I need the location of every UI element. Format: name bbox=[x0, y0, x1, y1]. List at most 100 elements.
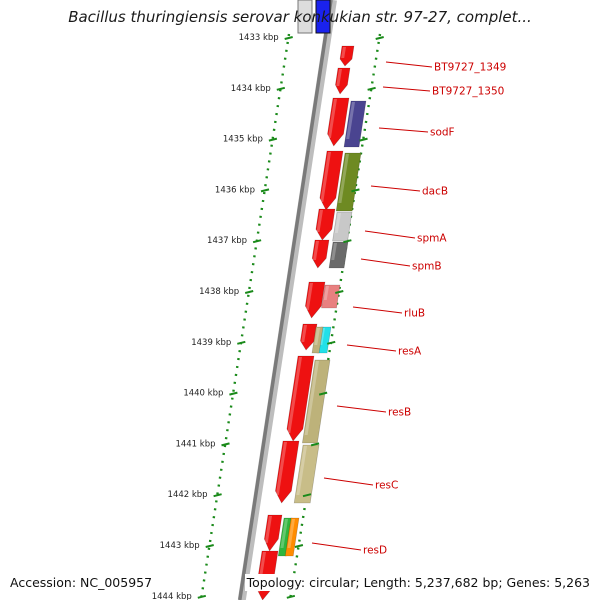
gene-block-rluB-shine bbox=[323, 286, 329, 300]
cds-arrow-6-shine bbox=[312, 241, 319, 260]
scale-tick-left bbox=[284, 36, 293, 40]
cds-arrow-4-shine bbox=[320, 152, 331, 202]
gene-label[interactable]: resD bbox=[363, 545, 387, 557]
gene-label[interactable]: dacB bbox=[422, 186, 448, 198]
gene-leader-line bbox=[336, 405, 387, 413]
gene-label[interactable]: spmA bbox=[417, 233, 447, 245]
scale-tick-label: 1443 kbp bbox=[160, 541, 200, 551]
cds-arrow-6 bbox=[311, 239, 330, 269]
cds-arrow-8-shine bbox=[301, 325, 307, 342]
scale-tick-left bbox=[260, 188, 270, 193]
gene-block-sodF bbox=[343, 100, 367, 148]
scale-tick-right bbox=[351, 188, 360, 193]
gene-block-spmA bbox=[332, 211, 353, 242]
cds-arrow-11-shine bbox=[264, 516, 272, 543]
scale-tick-right bbox=[335, 290, 344, 294]
gene-leader-line bbox=[323, 477, 374, 486]
gene-leader-line bbox=[346, 344, 397, 352]
gene-block-sodF-shine bbox=[346, 102, 355, 139]
gene-block-resD-orange-shine bbox=[287, 519, 295, 548]
cds-arrow-1 bbox=[339, 45, 355, 67]
scale-tick-right bbox=[343, 239, 352, 244]
cds-arrow-11 bbox=[264, 514, 283, 552]
gene-block-resA-left-shine bbox=[314, 328, 320, 345]
gene-block-resB-shine bbox=[304, 361, 319, 435]
gene-label[interactable]: spmB bbox=[412, 261, 442, 273]
map-title: Bacillus thuringiensis serovar konkukian… bbox=[68, 8, 532, 26]
scale-tick-label: 1434 kbp bbox=[231, 84, 271, 94]
scale-tick-label: 1442 kbp bbox=[168, 490, 208, 500]
gene-label[interactable]: rluB bbox=[404, 308, 425, 320]
cds-arrow-1-shine bbox=[341, 47, 346, 58]
scale-tick-right bbox=[375, 36, 384, 40]
cds-arrow-3-shine bbox=[327, 99, 337, 138]
gene-leader-line bbox=[311, 542, 362, 551]
scale-tick-label: 1439 kbp bbox=[191, 338, 231, 348]
gene-label[interactable]: BT9727_1349 bbox=[434, 62, 506, 74]
scale-tick-left bbox=[213, 493, 222, 498]
partial-feature-top-gray bbox=[297, 0, 313, 34]
scale-tick-label: 1435 kbp bbox=[223, 135, 263, 145]
cds-arrow-2 bbox=[335, 67, 351, 95]
gene-leader-line bbox=[364, 230, 416, 239]
scale-tick-label: 1438 kbp bbox=[199, 287, 239, 297]
gene-label[interactable]: resA bbox=[398, 346, 422, 358]
scale-tick-left bbox=[244, 290, 254, 294]
scale-tick-right bbox=[367, 86, 376, 91]
gene-block-rluB bbox=[321, 284, 341, 309]
gene-leader-line bbox=[370, 185, 421, 192]
scale-tick-right bbox=[359, 137, 368, 142]
scale-tick-label: 1444 kbp bbox=[152, 592, 192, 600]
cds-arrow-8 bbox=[300, 323, 318, 351]
cds-arrow-4 bbox=[319, 150, 344, 211]
scale-tick-right bbox=[318, 391, 328, 396]
partial-feature-top-blue bbox=[315, 0, 331, 34]
cds-arrow-10 bbox=[275, 440, 300, 504]
gene-leader-line bbox=[360, 258, 411, 267]
gene-leader-line bbox=[352, 306, 403, 314]
cds-arrow-10-shine bbox=[275, 442, 287, 495]
scale-tick-left bbox=[276, 86, 286, 91]
scale-tick-left bbox=[252, 239, 262, 244]
gene-block-spmA-shine bbox=[334, 213, 341, 233]
gene-label[interactable]: sodF bbox=[430, 127, 455, 139]
sequence-backbone bbox=[238, 0, 333, 600]
scale-tick-label: 1440 kbp bbox=[183, 389, 223, 399]
accession-text: Accession: NC_005957 bbox=[8, 574, 155, 591]
cds-arrow-3 bbox=[327, 97, 350, 147]
cds-arrow-7 bbox=[305, 281, 326, 319]
scale-tick-right bbox=[326, 340, 336, 345]
gene-block-resD-shine bbox=[280, 519, 288, 548]
scale-tick-left bbox=[197, 594, 207, 599]
gene-leader-line bbox=[385, 61, 433, 68]
cds-arrow-5 bbox=[315, 208, 336, 241]
scale-tick-label: 1441 kbp bbox=[175, 439, 215, 449]
cds-arrow-9 bbox=[286, 355, 315, 442]
scale-tick-label: 1436 kbp bbox=[215, 185, 255, 195]
cds-arrow-7-shine bbox=[305, 283, 313, 310]
gene-block-dacB-shine bbox=[338, 154, 349, 203]
gene-block-dacB bbox=[335, 152, 362, 212]
gene-label[interactable]: resB bbox=[388, 407, 411, 419]
scale-tick-label: 1433 kbp bbox=[239, 33, 279, 43]
scale-tick-right bbox=[294, 544, 304, 548]
gene-block-spmB-shine bbox=[331, 243, 337, 260]
scale-tick-right bbox=[302, 493, 312, 498]
gene-label[interactable]: resC bbox=[375, 480, 398, 492]
gene-block-resD-orange bbox=[284, 517, 300, 557]
gene-block-spmB bbox=[328, 241, 349, 269]
scale-tick-left bbox=[221, 442, 230, 447]
cds-arrow-2-shine bbox=[336, 69, 342, 86]
gene-block-resA-left bbox=[311, 326, 324, 354]
topology-text: Topology: circular; Length: 5,237,682 bp… bbox=[244, 574, 592, 591]
scale-tick-left bbox=[237, 340, 246, 345]
cds-arrow-5-shine bbox=[316, 210, 323, 232]
sequence-backbone-shadow bbox=[237, 0, 337, 600]
scale-tick-right bbox=[286, 594, 296, 599]
scale-tick-label: 1437 kbp bbox=[207, 236, 247, 246]
cds-arrow-9-shine bbox=[287, 357, 302, 433]
scale-tick-left bbox=[268, 137, 278, 142]
gene-label[interactable]: BT9727_1350 bbox=[432, 86, 504, 98]
